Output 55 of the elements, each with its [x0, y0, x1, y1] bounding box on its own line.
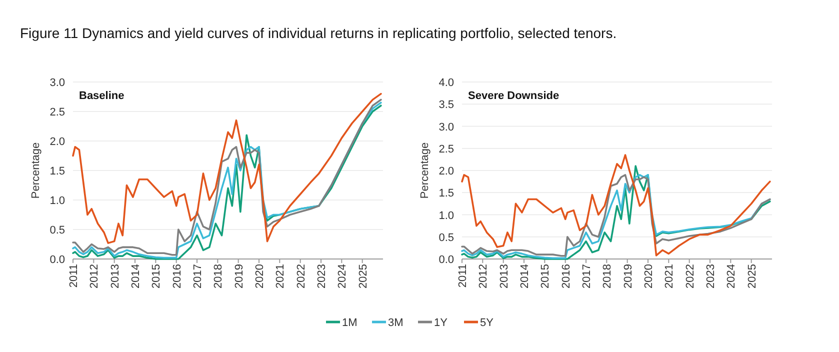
x-tick-label: 2024	[336, 264, 349, 288]
y-tick-label: 2.5	[438, 143, 454, 156]
x-tick-label: 2013	[109, 264, 122, 288]
x-tick-label: 2025	[746, 264, 758, 288]
x-tick-label: 2014	[130, 264, 142, 288]
x-tick-label: 2015	[540, 264, 552, 288]
x-tick-label: 2022	[295, 264, 308, 288]
y-tick-label: 4.0	[438, 77, 454, 89]
x-tick-label: 2018	[602, 264, 614, 288]
x-tick-label: 2023	[705, 264, 717, 288]
y-tick-label: 3.0	[438, 121, 454, 134]
y-tick-label: 2.0	[50, 136, 65, 148]
legend-label: 5Y	[480, 317, 494, 329]
y-tick-label: 0.5	[50, 224, 65, 236]
x-tick-label: 2012	[478, 264, 490, 288]
y-tick-label: 2.0	[438, 166, 454, 178]
text: Baseline	[79, 90, 124, 102]
legend-label: 3M	[388, 317, 404, 329]
text: Severe Downside	[468, 90, 560, 102]
x-tick-label: 2014	[519, 264, 531, 288]
x-tick-label: 2011	[457, 264, 469, 288]
legend-label: 1M	[342, 317, 358, 329]
chart-title: Figure 11 Dynamics and yield curves of individual returns in replicating portfolio, selected tenors.	[20, 25, 617, 41]
x-tick-label: 2021	[664, 264, 676, 288]
legend-label: 1Y	[434, 317, 448, 329]
y-tick-label: 2.5	[50, 106, 65, 118]
x-tick-label: 2019	[622, 264, 634, 288]
x-tick-label: 2021	[274, 264, 287, 288]
x-tick-label: 2016	[171, 264, 184, 288]
x-tick-label: 2020	[643, 264, 655, 288]
x-tick-label: 2012	[88, 264, 101, 288]
x-tick-label: 2011	[68, 264, 80, 288]
y-tick-label: 0.5	[438, 232, 454, 244]
y-tick-label: 3.0	[50, 77, 65, 89]
x-tick-label: 2013	[498, 264, 510, 288]
y-tick-label: 0.0	[438, 254, 454, 266]
y-axis-title: Percentage	[419, 142, 431, 199]
y-tick-label: 1.5	[50, 166, 65, 178]
x-tick-label: 2017	[581, 264, 593, 288]
x-tick-label: 2016	[560, 264, 572, 288]
y-axis-title: Percentage	[30, 142, 42, 199]
y-tick-label: 3.5	[438, 99, 454, 112]
x-tick-label: 2025	[357, 264, 370, 288]
y-tick-label: 1.5	[438, 188, 454, 200]
x-tick-label: 2024	[726, 264, 738, 288]
x-tick-label: 2019	[233, 264, 246, 288]
x-tick-label: 2018	[212, 264, 225, 288]
x-tick-label: 2017	[192, 264, 204, 288]
x-tick-label: 2015	[150, 264, 163, 288]
x-tick-label: 2023	[316, 264, 328, 288]
y-tick-label: 1.0	[438, 210, 454, 222]
y-tick-label: 0.0	[50, 254, 65, 266]
y-tick-label: 1.0	[50, 195, 65, 207]
x-tick-label: 2020	[254, 264, 266, 288]
x-tick-label: 2022	[684, 264, 696, 288]
